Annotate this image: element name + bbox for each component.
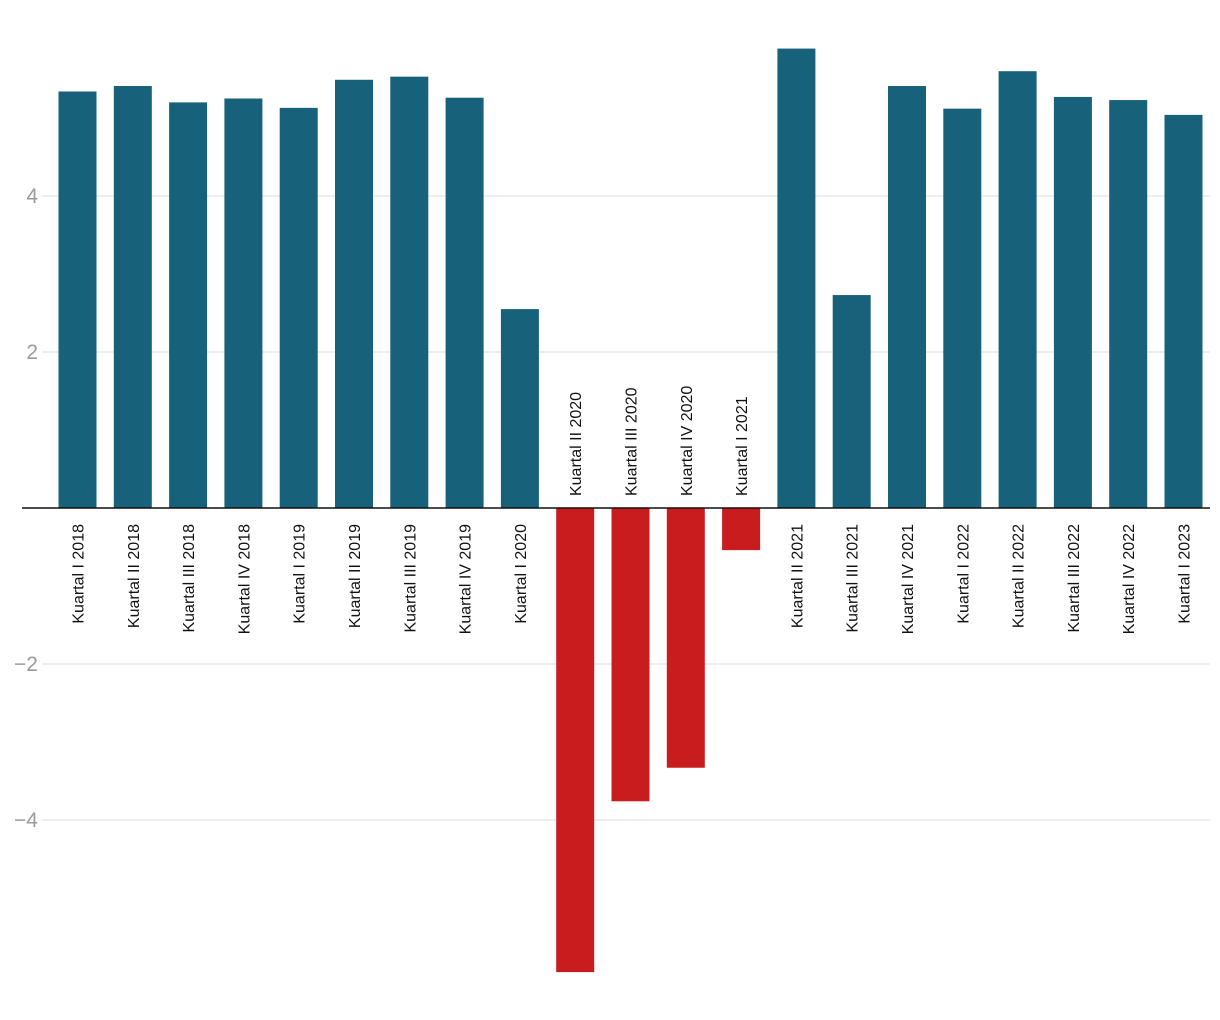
category-label: Kuartal IV 2019 [458,524,475,634]
bar [1109,100,1148,508]
bar [777,48,816,508]
bar [888,86,926,509]
y-tick-label: 2 [26,341,38,364]
category-label: Kuartal I 2021 [734,396,751,496]
bar [1053,96,1092,508]
category-label: Kuartal I 2022 [955,524,972,624]
category-label: Kuartal II 2020 [568,392,585,496]
bar [1164,114,1203,508]
category-label: Kuartal II 2019 [347,524,364,628]
bar [445,97,484,508]
bar [998,71,1037,508]
axis-layer: −4 −2 2 4 [14,185,1210,832]
category-label: Kuartal IV 2022 [1121,524,1138,634]
category-label: Kuartal II 2018 [126,524,143,628]
bar [169,102,208,509]
category-label: Kuartal I 2020 [513,524,530,624]
bar [113,86,152,509]
bar [390,76,429,508]
category-label: Kuartal I 2019 [292,524,309,624]
y-tick-label: 4 [26,185,38,208]
bar [58,91,97,508]
category-label: Kuartal III 2019 [402,524,419,633]
y-tick-label: −4 [14,809,38,832]
bar [832,295,871,508]
category-label-layer: Kuartal I 2018 Kuartal II 2018 Kuartal III… [71,386,1194,635]
category-label: Kuartal II 2022 [1011,524,1028,628]
bar-layer [58,48,1203,973]
bar [943,108,982,508]
category-label: Kuartal I 2023 [1177,524,1194,624]
bar [666,508,705,768]
bar [722,508,761,551]
bar [224,98,263,508]
category-label: Kuartal III 2022 [1066,524,1083,633]
bar [556,508,595,973]
category-label: Kuartal II 2021 [789,524,806,628]
category-label: Kuartal IV 2021 [900,524,917,634]
bar [611,508,650,802]
category-label: Kuartal IV 2018 [236,524,253,634]
bar [500,309,539,508]
bar [279,107,318,509]
category-label: Kuartal IV 2020 [679,386,696,496]
category-label: Kuartal III 2021 [845,524,862,633]
bar [335,79,373,508]
category-label: Kuartal I 2018 [71,524,88,624]
y-tick-label: −2 [14,653,38,676]
category-label: Kuartal III 2018 [181,524,198,633]
category-label: Kuartal III 2020 [624,387,641,496]
